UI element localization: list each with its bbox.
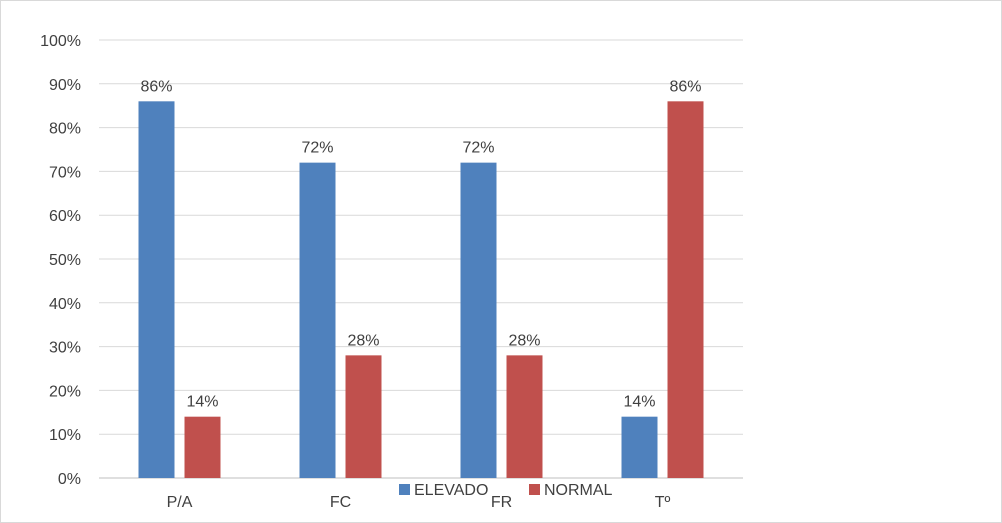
x-axis: P/A FC FR Tº (167, 494, 671, 511)
legend-label-elevado: ELEVADO (414, 482, 488, 499)
x-tick-label: FR (491, 494, 512, 511)
bar-normal (667, 101, 704, 478)
legend: ELEVADO NORMAL (399, 482, 613, 499)
y-tick-label: 90% (49, 77, 81, 94)
gridlines (99, 39, 743, 479)
y-tick-label: 0% (58, 471, 81, 488)
y-axis: 0% 10% 20% 30% 40% 50% 60% 70% 80% 90% 100% (40, 33, 81, 488)
bar-elevado (299, 162, 336, 478)
y-tick-label: 30% (49, 340, 81, 357)
y-tick-label: 40% (49, 296, 81, 313)
x-tick-label: Tº (655, 494, 671, 511)
data-label: 86% (140, 78, 172, 95)
data-label: 14% (186, 394, 218, 411)
bar-elevado (460, 162, 497, 478)
data-label: 28% (347, 332, 379, 349)
x-tick-label: P/A (167, 494, 193, 511)
y-tick-label: 70% (49, 164, 81, 181)
legend-swatch-normal (529, 484, 540, 495)
data-label: 14% (623, 394, 655, 411)
y-tick-label: 50% (49, 252, 81, 269)
x-tick-label: FC (330, 494, 351, 511)
y-tick-label: 80% (49, 121, 81, 138)
bar-elevado (138, 101, 175, 478)
y-tick-label: 10% (49, 427, 81, 444)
bar-normal (506, 355, 543, 478)
data-label: 28% (508, 332, 540, 349)
bars (138, 101, 704, 478)
data-label: 86% (669, 78, 701, 95)
y-tick-label: 20% (49, 383, 81, 400)
legend-label-normal: NORMAL (544, 482, 613, 499)
data-label: 72% (301, 140, 333, 157)
bar-normal (184, 416, 221, 478)
y-tick-label: 100% (40, 33, 81, 50)
data-label: 72% (462, 140, 494, 157)
data-labels: 86% 14% 72% 28% 72% 28% 14% 86% (140, 78, 701, 410)
legend-swatch-elevado (399, 484, 410, 495)
bar-normal (345, 355, 382, 478)
y-tick-label: 60% (49, 208, 81, 225)
bar-elevado (621, 416, 658, 478)
